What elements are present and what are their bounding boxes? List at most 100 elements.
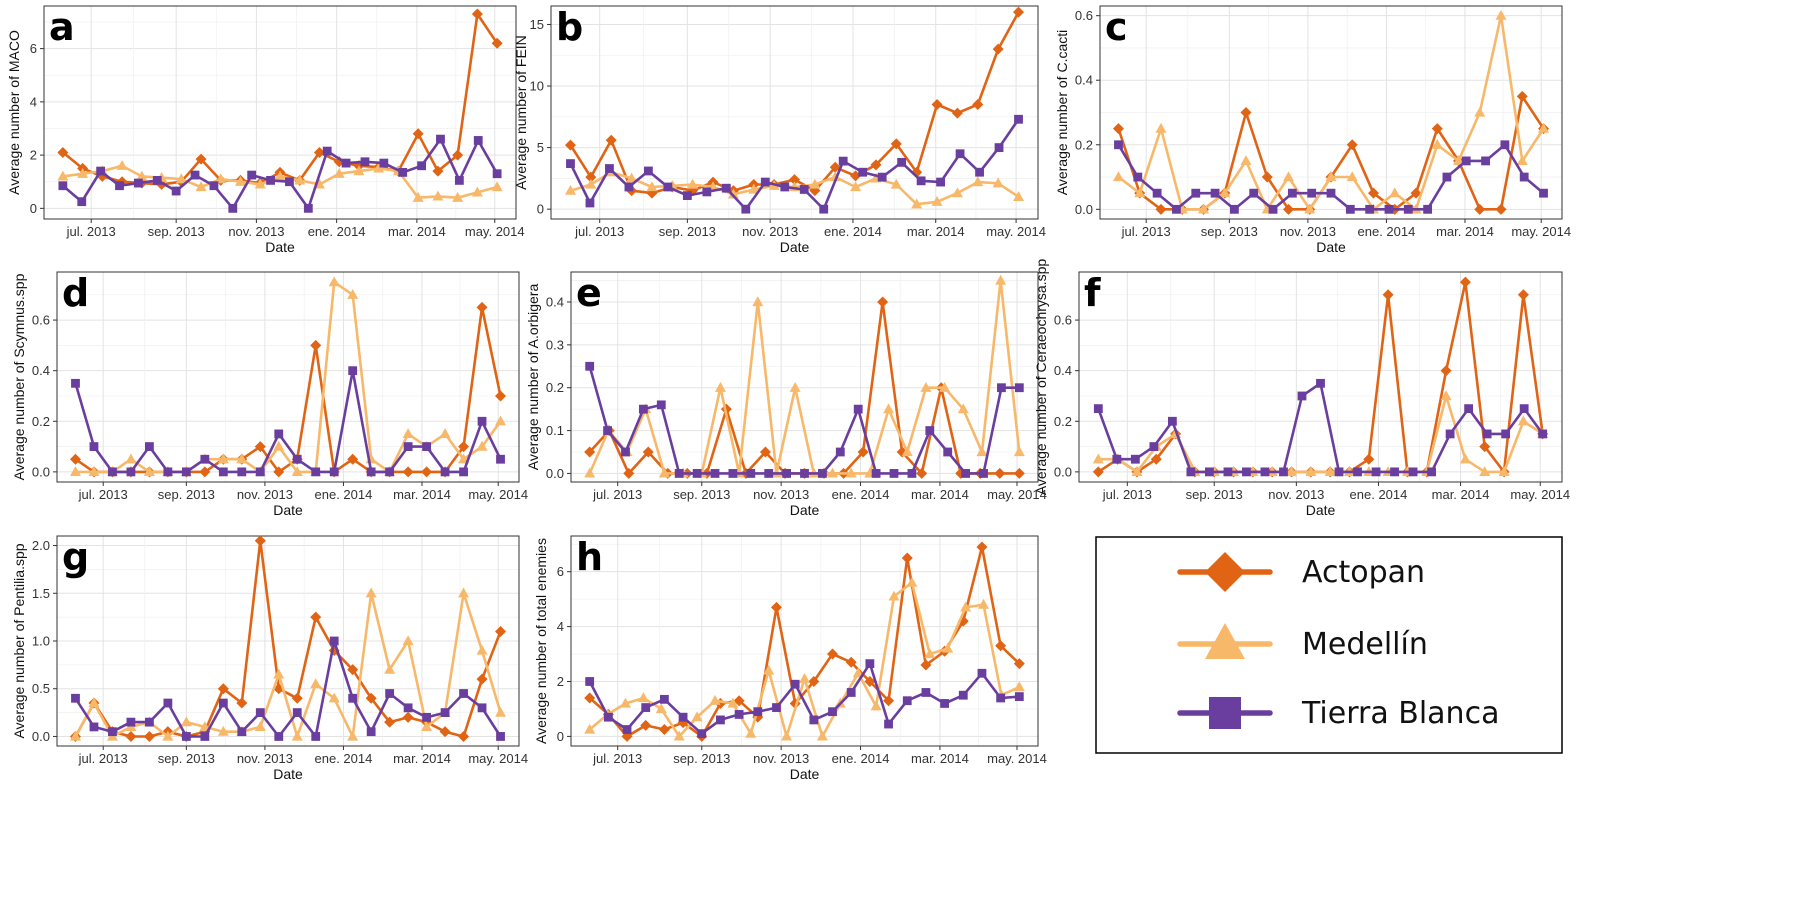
data-point	[1249, 188, 1259, 198]
y-tick-label: 15	[530, 17, 544, 32]
data-point	[181, 467, 191, 477]
data-point	[459, 689, 468, 698]
data-point	[1114, 140, 1123, 150]
data-point	[495, 706, 507, 717]
legend-item: Medellín	[1177, 623, 1428, 662]
data-point	[1363, 453, 1375, 465]
panel-letter: f	[1084, 271, 1101, 315]
data-point	[422, 712, 431, 722]
legend-label: Tierra Blanca	[1301, 696, 1499, 731]
x-tick-label: nov. 2013	[237, 487, 293, 502]
data-point	[273, 466, 285, 478]
data-point	[1538, 429, 1548, 439]
data-point	[1346, 139, 1358, 151]
data-point	[439, 428, 451, 439]
data-point	[1517, 415, 1529, 426]
data-point	[957, 403, 969, 414]
data-point	[640, 719, 652, 731]
series-tierra-blanca	[585, 361, 1024, 478]
data-point	[1539, 188, 1548, 198]
data-point	[870, 159, 882, 171]
x-tick-label: jul. 2013	[78, 751, 128, 766]
data-point	[341, 158, 351, 168]
data-point	[853, 404, 863, 414]
data-point	[727, 697, 739, 708]
y-tick-label: 0.4	[546, 295, 564, 310]
data-point	[1014, 114, 1023, 124]
data-point	[217, 683, 229, 695]
data-point	[1453, 155, 1465, 166]
data-point	[384, 716, 396, 728]
data-point	[764, 469, 774, 478]
data-point	[421, 466, 433, 478]
data-point	[459, 467, 468, 477]
data-point	[1389, 187, 1401, 198]
data-point	[1474, 203, 1486, 215]
data-point	[69, 466, 81, 477]
data-point	[638, 404, 648, 414]
data-point	[471, 8, 483, 20]
data-point	[827, 467, 839, 478]
data-point	[972, 176, 984, 187]
data-point	[235, 175, 247, 186]
data-point	[266, 175, 275, 185]
data-point	[889, 469, 899, 478]
data-point	[1326, 188, 1336, 198]
data-point	[476, 644, 488, 655]
y-tick-label: 2.0	[32, 538, 50, 553]
data-point	[328, 692, 340, 703]
data-point	[347, 730, 359, 741]
y-tick-label: 0.2	[546, 380, 564, 395]
data-point	[1495, 203, 1507, 215]
data-point	[1134, 187, 1146, 198]
legend-item: Tierra Blanca	[1177, 696, 1499, 731]
data-point	[365, 692, 377, 704]
y-axis-title: Average number of Pentilia.spp	[11, 543, 27, 738]
data-point	[809, 715, 819, 725]
data-point	[637, 692, 649, 703]
data-point	[585, 178, 597, 189]
data-point	[1014, 383, 1024, 393]
y-axis-title: Average number of C.cacti	[1054, 30, 1070, 196]
data-point	[865, 659, 875, 669]
data-point	[1112, 171, 1124, 182]
data-point	[57, 170, 69, 181]
data-point	[1325, 171, 1337, 182]
data-point	[727, 188, 739, 199]
data-point	[180, 716, 192, 727]
data-point	[329, 467, 339, 477]
data-point	[566, 159, 575, 168]
x-tick-label: may. 2014	[468, 751, 528, 766]
data-point	[605, 164, 614, 173]
data-point	[254, 535, 266, 547]
plot-border	[1099, 5, 1563, 220]
data-point	[1197, 203, 1209, 214]
data-point	[585, 171, 597, 183]
data-point	[752, 296, 764, 307]
data-point	[1498, 466, 1510, 477]
data-point	[254, 441, 266, 453]
data-point	[477, 703, 487, 713]
triangle-icon	[1205, 623, 1245, 659]
data-point	[292, 454, 302, 464]
x-tick-label: mar. 2014	[907, 224, 965, 239]
data-point	[1517, 289, 1529, 301]
y-tick-label: 0.4	[1075, 73, 1093, 88]
data-point	[940, 699, 949, 708]
y-tick-label: 2	[30, 148, 37, 163]
x-axis-title: Date	[790, 502, 820, 518]
data-point	[564, 184, 576, 195]
data-point	[322, 146, 332, 156]
data-point	[274, 732, 284, 741]
data-point	[961, 469, 971, 478]
x-tick-label: jul. 2013	[1121, 224, 1171, 239]
y-tick-label: 0.6	[1075, 8, 1093, 23]
data-point	[816, 730, 828, 741]
data-point	[125, 453, 137, 464]
data-point	[145, 442, 154, 451]
data-point	[977, 668, 987, 678]
x-axis-title: Date	[273, 502, 303, 518]
data-point	[921, 688, 931, 697]
data-point	[995, 274, 1007, 285]
data-point	[943, 447, 953, 457]
